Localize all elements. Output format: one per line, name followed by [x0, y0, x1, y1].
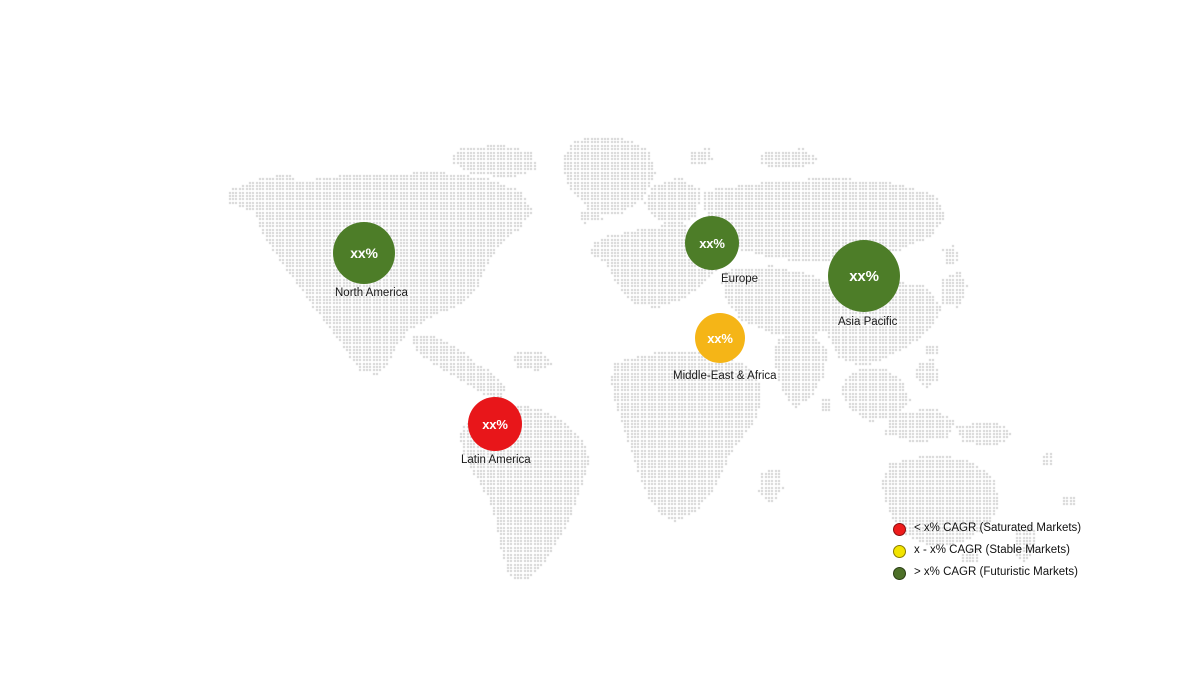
legend-label-saturated: < x% CAGR (Saturated Markets)	[914, 522, 1082, 535]
region-label-asia-pacific: Asia Pacific	[838, 316, 898, 328]
region-label-latin-america: Latin America	[461, 454, 531, 466]
region-label-middle-east-africa: Middle-East & Africa	[673, 370, 777, 382]
region-value-middle-east-africa: xx%	[707, 330, 733, 346]
legend-dot-saturated-icon	[893, 522, 906, 536]
region-bubble-north-america[interactable]: xx%	[333, 222, 395, 284]
region-value-europe: xx%	[699, 235, 725, 251]
legend-label-stable: x - x% CAGR (Stable Markets)	[914, 544, 1070, 557]
region-value-latin-america: xx%	[482, 416, 508, 432]
legend-dot-futuristic-icon	[893, 566, 906, 580]
region-bubble-latin-america[interactable]: xx%	[468, 397, 522, 451]
region-value-asia-pacific: xx%	[849, 267, 879, 285]
region-value-north-america: xx%	[350, 245, 378, 261]
region-bubble-europe[interactable]: xx%	[685, 216, 739, 270]
region-label-europe: Europe	[721, 273, 759, 285]
region-label-north-america: North America	[335, 287, 408, 299]
legend-item-saturated[interactable]: < x% CAGR (Saturated Markets)	[893, 518, 1093, 540]
legend-item-futuristic[interactable]: > x% CAGR (Futuristic Markets)	[893, 562, 1093, 584]
legend-dot-stable-icon	[893, 544, 906, 558]
legend: < x% CAGR (Saturated Markets) x - x% CAGR…	[893, 518, 1093, 584]
region-bubble-middle-east-africa[interactable]: xx%	[695, 313, 745, 363]
legend-item-stable[interactable]: x - x% CAGR (Stable Markets)	[893, 540, 1093, 562]
legend-label-futuristic: > x% CAGR (Futuristic Markets)	[914, 566, 1078, 579]
region-bubble-asia-pacific[interactable]: xx%	[828, 240, 900, 312]
